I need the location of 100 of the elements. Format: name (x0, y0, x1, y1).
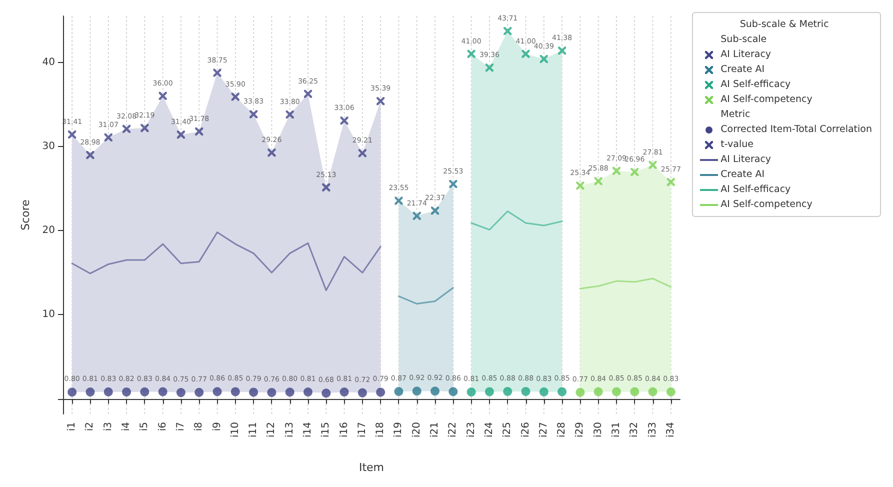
point (86, 388, 95, 397)
x-tick-label: i15 (320, 422, 332, 438)
x-tick-label: i9 (212, 422, 223, 432)
point (485, 64, 494, 72)
y-tick-label: 30 (42, 140, 55, 152)
x-tick-label: i4 (121, 422, 132, 432)
legend-label: t-value (720, 138, 754, 152)
point (340, 116, 348, 125)
point (466, 388, 476, 397)
x-tick-label: i14 (302, 422, 314, 438)
y-tick-label: 10 (42, 309, 55, 320)
y-axis-title: Score (19, 199, 32, 230)
x-tick-label: i32 (629, 422, 640, 438)
legend-label: Corrected Item-Total Correlation (720, 123, 872, 137)
point (158, 92, 167, 100)
text: AI Self-efficacy (720, 79, 791, 90)
point (504, 27, 512, 36)
point (448, 387, 458, 396)
point (195, 127, 204, 136)
x-tick-label: i8 (194, 422, 205, 432)
point (394, 387, 404, 396)
point (576, 388, 585, 397)
x-tick-label: i27 (538, 422, 550, 438)
point (322, 388, 331, 398)
x-tick-label: i22 (448, 422, 459, 438)
x-tick-label: i13 (284, 422, 296, 438)
x-tick-label: i6 (157, 422, 168, 432)
point (594, 177, 602, 186)
point (230, 387, 240, 396)
point (522, 50, 530, 58)
point (576, 182, 584, 190)
point (231, 92, 240, 101)
x-tick-label: i7 (175, 422, 186, 432)
point (412, 212, 421, 220)
point (68, 130, 76, 139)
legend-title: Sub-scale & Metric (738, 18, 830, 32)
point (158, 387, 168, 396)
point (666, 178, 675, 186)
point (467, 50, 476, 58)
point (540, 55, 548, 63)
x-tick-label: i20 (411, 422, 422, 438)
point (267, 388, 276, 397)
x-tick-label: i16 (338, 422, 350, 438)
point (358, 388, 367, 398)
point (303, 388, 312, 397)
y-tick-label: 20 (42, 225, 55, 236)
point (194, 388, 204, 397)
x-tick-label: i24 (484, 422, 495, 438)
x-tick-label: i25 (502, 422, 514, 438)
x-tick-label: i28 (556, 422, 568, 438)
point (630, 168, 639, 176)
point (286, 110, 294, 118)
point (213, 68, 222, 77)
point (249, 388, 258, 397)
x-tick-label: i1 (66, 422, 78, 432)
point (285, 388, 294, 397)
legend-label: Create AI (720, 168, 765, 182)
x-tick-label: i23 (466, 422, 477, 438)
x-tick-label: i34 (665, 422, 676, 438)
point (268, 148, 276, 157)
point (104, 387, 113, 396)
y-tick-label: 40 (42, 56, 55, 68)
x-tick-label: i33 (647, 422, 658, 438)
x-tick-label: i31 (610, 422, 622, 438)
point (122, 124, 131, 133)
point (449, 180, 458, 188)
x-tick-label: i21 (430, 422, 441, 438)
point (558, 46, 566, 55)
point (304, 90, 312, 98)
point (322, 183, 330, 192)
point (376, 388, 386, 397)
x-axis-title: Item (358, 461, 384, 474)
text: Create AI (720, 64, 765, 75)
point (176, 388, 186, 398)
point (648, 387, 658, 396)
point (358, 149, 366, 158)
x-tick-label: i10 (230, 422, 241, 438)
point (539, 387, 548, 396)
x-tick-label: i26 (520, 422, 532, 438)
point (86, 151, 94, 160)
text: AI Literacy (720, 49, 772, 60)
point (376, 97, 385, 106)
x-tick-label: i18 (375, 422, 386, 438)
legend-label: AI Self-efficacy (720, 183, 791, 197)
x-tick-label: i3 (102, 422, 114, 432)
x-tick-label: i30 (592, 422, 604, 438)
point (648, 160, 657, 169)
point (484, 387, 494, 396)
point (630, 387, 640, 396)
x-tick-label: i2 (84, 422, 96, 432)
point (594, 387, 603, 396)
point (122, 387, 132, 396)
point (104, 133, 112, 142)
point (503, 386, 512, 396)
point (612, 166, 620, 175)
text: AI Self-competency (720, 94, 812, 105)
x-tick-label: i5 (139, 422, 150, 432)
point (412, 386, 422, 396)
x-tick-label: i11 (248, 422, 260, 438)
x-tick-label: i12 (266, 422, 278, 438)
